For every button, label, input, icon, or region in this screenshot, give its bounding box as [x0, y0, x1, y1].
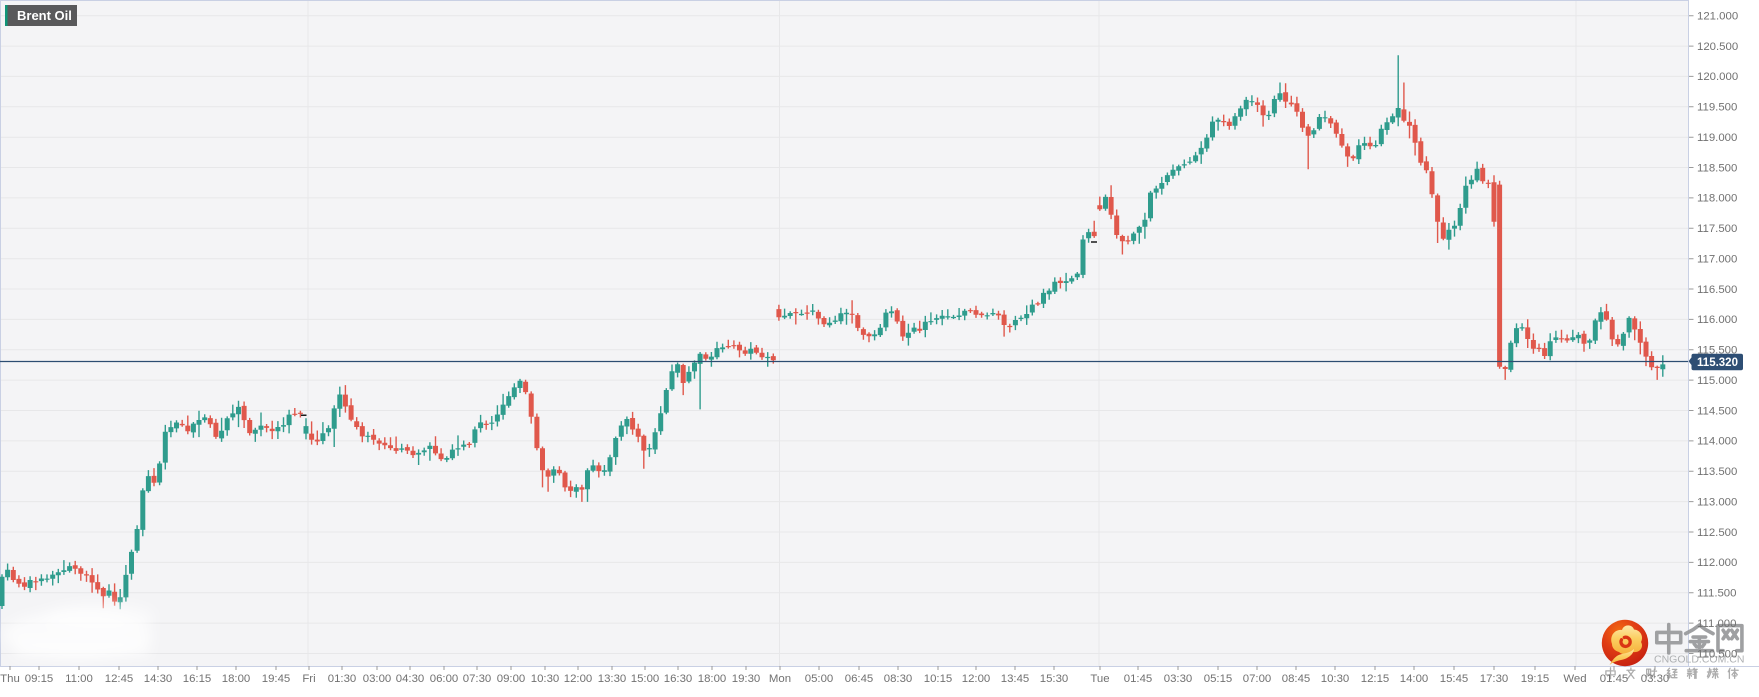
svg-text:12:15: 12:15	[1361, 673, 1390, 685]
svg-text:113.500: 113.500	[1697, 466, 1737, 478]
svg-text:15:30: 15:30	[1040, 673, 1069, 685]
svg-text:119.000: 119.000	[1697, 132, 1737, 144]
svg-text:12:00: 12:00	[564, 673, 593, 685]
svg-text:18:00: 18:00	[222, 673, 251, 685]
svg-text:04:30: 04:30	[396, 673, 425, 685]
svg-text:10:30: 10:30	[531, 673, 560, 685]
svg-text:05:15: 05:15	[1204, 673, 1233, 685]
svg-text:14:00: 14:00	[1400, 673, 1429, 685]
svg-text:19:45: 19:45	[262, 673, 291, 685]
svg-text:01:45: 01:45	[1124, 673, 1153, 685]
svg-text:06:45: 06:45	[845, 673, 874, 685]
svg-text:118.500: 118.500	[1697, 162, 1737, 174]
svg-text:17:30: 17:30	[1480, 673, 1509, 685]
svg-text:07:30: 07:30	[463, 673, 492, 685]
svg-text:112.000: 112.000	[1697, 557, 1737, 569]
svg-text:110.500: 110.500	[1697, 648, 1737, 660]
svg-text:117.500: 117.500	[1697, 223, 1737, 235]
svg-text:14:30: 14:30	[144, 673, 173, 685]
svg-text:18:00: 18:00	[698, 673, 727, 685]
svg-text:Wed: Wed	[1563, 673, 1586, 685]
svg-text:113.000: 113.000	[1697, 496, 1737, 508]
svg-text:03:30: 03:30	[1641, 673, 1670, 685]
svg-text:01:30: 01:30	[328, 673, 357, 685]
svg-text:120.000: 120.000	[1697, 71, 1738, 83]
svg-text:Tue: Tue	[1090, 673, 1109, 685]
svg-text:117.000: 117.000	[1697, 254, 1737, 266]
svg-text:07:00: 07:00	[1243, 673, 1272, 685]
svg-text:03:30: 03:30	[1164, 673, 1193, 685]
svg-text:112.500: 112.500	[1697, 527, 1737, 539]
svg-text:115.320: 115.320	[1697, 357, 1738, 369]
svg-text:01:45: 01:45	[1600, 673, 1629, 685]
svg-text:121.000: 121.000	[1697, 11, 1738, 23]
svg-text:16:15: 16:15	[183, 673, 212, 685]
svg-text:114.000: 114.000	[1697, 436, 1737, 448]
svg-text:Mon: Mon	[769, 673, 791, 685]
svg-text:114.500: 114.500	[1697, 405, 1737, 417]
svg-text:Fri: Fri	[302, 673, 315, 685]
svg-text:11:00: 11:00	[65, 673, 93, 685]
svg-text:111.000: 111.000	[1697, 618, 1736, 630]
svg-text:116.000: 116.000	[1697, 314, 1737, 326]
svg-text:Brent Oil: Brent Oil	[17, 8, 72, 23]
svg-text:08:30: 08:30	[884, 673, 913, 685]
svg-text:12:45: 12:45	[105, 673, 134, 685]
svg-text:10:30: 10:30	[1321, 673, 1350, 685]
svg-text:115.000: 115.000	[1697, 375, 1737, 387]
svg-text:09:00: 09:00	[497, 673, 526, 685]
svg-text:03:00: 03:00	[363, 673, 392, 685]
svg-text:19:15: 19:15	[1521, 673, 1550, 685]
svg-text:Thu: Thu	[0, 673, 20, 685]
svg-text:15:45: 15:45	[1440, 673, 1469, 685]
svg-text:12:00: 12:00	[962, 673, 991, 685]
svg-text:09:15: 09:15	[25, 673, 54, 685]
svg-text:08:45: 08:45	[1282, 673, 1311, 685]
svg-text:05:00: 05:00	[805, 673, 834, 685]
svg-text:13:45: 13:45	[1001, 673, 1030, 685]
svg-text:13:30: 13:30	[598, 673, 627, 685]
svg-text:15:00: 15:00	[631, 673, 660, 685]
svg-text:10:15: 10:15	[924, 673, 953, 685]
svg-text:CNGOLD.COM.CN: CNGOLD.COM.CN	[1654, 654, 1744, 666]
svg-text:119.500: 119.500	[1697, 102, 1737, 114]
svg-text:19:30: 19:30	[732, 673, 761, 685]
svg-text:118.000: 118.000	[1697, 193, 1737, 205]
svg-text:115.500: 115.500	[1697, 345, 1737, 357]
svg-text:116.500: 116.500	[1697, 284, 1737, 296]
svg-text:06:00: 06:00	[430, 673, 459, 685]
svg-text:111.500: 111.500	[1697, 588, 1736, 600]
svg-text:120.500: 120.500	[1697, 41, 1738, 53]
svg-text:16:30: 16:30	[664, 673, 693, 685]
